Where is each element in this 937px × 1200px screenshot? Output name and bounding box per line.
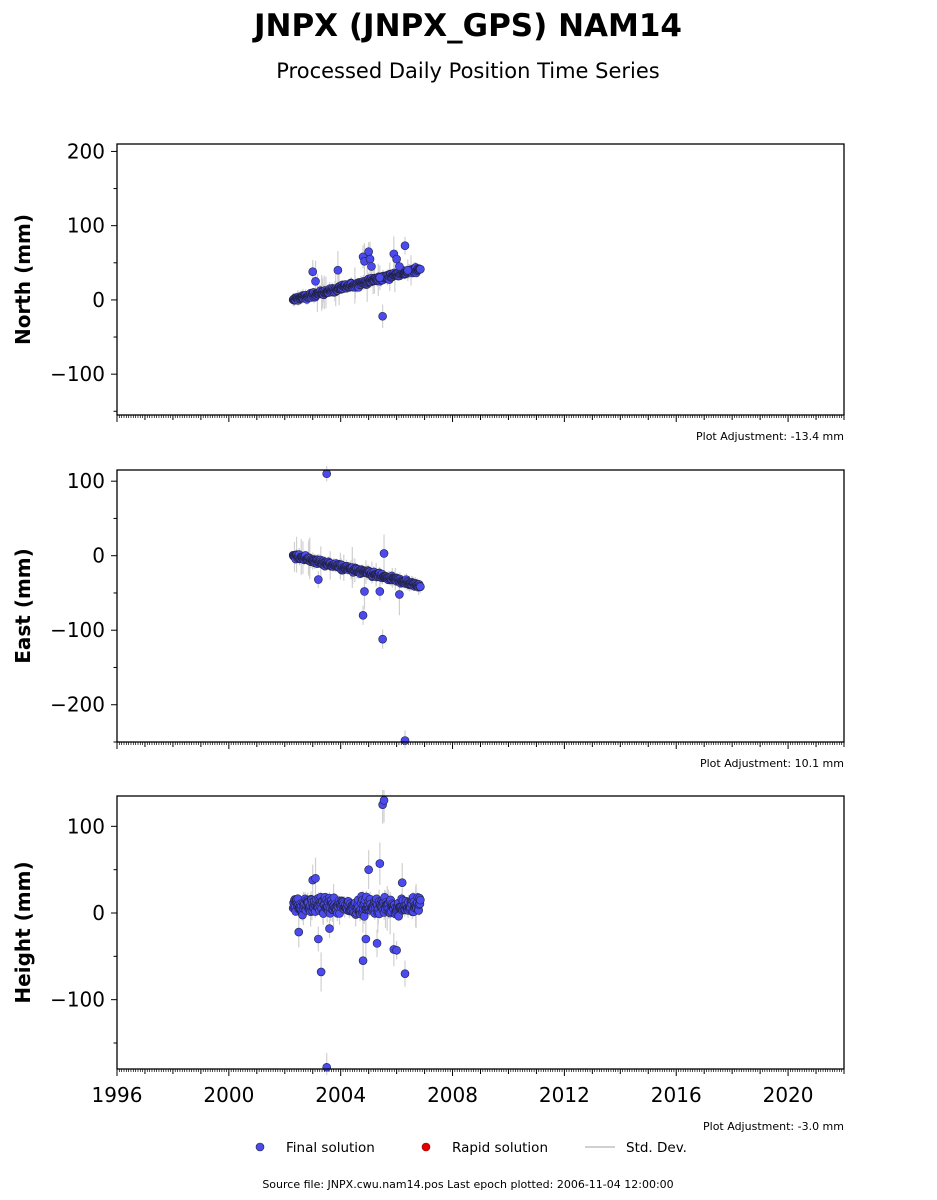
height-ytick-label: −100 [50, 988, 105, 1012]
height-data [288, 790, 425, 1075]
height-data-point [311, 874, 320, 883]
east-data-point [379, 549, 389, 558]
height-ytick-label: 100 [67, 814, 105, 838]
east-data [288, 466, 425, 748]
legend-rapid-label: Rapid solution [452, 1140, 548, 1156]
north-ytick-label: 0 [92, 288, 105, 312]
height-panel: −100 0 100 1996 2000 2004 2008 2012 2016 2020 Heig… [11, 790, 845, 1133]
east-data-point [395, 590, 404, 599]
north-data-point [365, 254, 375, 264]
height-data-point [392, 945, 401, 955]
north-plot-adjustment: Plot Adjustment: -13.4 mm [696, 430, 844, 443]
east-ytick-label: −100 [50, 618, 105, 642]
height-xtick-label: 2012 [539, 1083, 590, 1107]
east-data-point [416, 582, 425, 591]
legend-rapid-marker [421, 1142, 431, 1152]
legend: Final solution Rapid solution Std. Dev. [255, 1140, 687, 1156]
east-axis-label: East (mm) [11, 548, 35, 664]
height-xtick-label: 2000 [203, 1083, 254, 1107]
height-data-point [375, 859, 385, 868]
north-data-point [367, 262, 376, 271]
chart-subtitle: Processed Daily Position Time Series [276, 59, 660, 83]
north-data-point [311, 277, 320, 286]
east-plot-adjustment: Plot Adjustment: 10.1 mm [700, 757, 844, 770]
north-data-point [308, 267, 318, 277]
height-xtick-label: 2008 [427, 1083, 478, 1107]
height-data-point [325, 924, 334, 933]
east-data-point [322, 469, 332, 479]
legend-stddev-label: Std. Dev. [626, 1140, 687, 1156]
east-data-point [378, 634, 387, 644]
height-data-point [358, 956, 368, 965]
height-plot-frame [116, 795, 845, 1070]
height-data-point [397, 878, 407, 887]
height-data-point [316, 967, 326, 977]
north-data-point [333, 265, 343, 275]
east-data-point [360, 587, 369, 596]
legend-final-marker [255, 1142, 265, 1152]
height-xtick-label: 1996 [92, 1083, 143, 1107]
height-plot-adjustment: Plot Adjustment: -3.0 mm [703, 1120, 844, 1133]
footer-source-text: Source file: JNPX.cwu.nam14.pos Last epo… [262, 1178, 673, 1191]
north-ytick-label: −100 [50, 362, 105, 386]
north-axis-label: North (mm) [11, 214, 35, 345]
north-data [288, 236, 425, 328]
north-plot-frame [116, 143, 845, 416]
east-data-point [314, 575, 323, 584]
height-xtick-label: 2016 [651, 1083, 702, 1107]
north-ytick-label: 100 [67, 214, 105, 238]
east-data-point [358, 611, 368, 620]
height-data-point [322, 1062, 332, 1072]
north-data-point [378, 311, 387, 321]
north-ytick-label: 200 [67, 139, 105, 163]
east-ytick-label: 0 [92, 544, 105, 568]
east-data-point [375, 587, 385, 596]
height-data-point [314, 934, 323, 944]
north-panel: −100 0 100 200 North (mm) Plot Adjustment: -1… [11, 139, 845, 443]
north-data-point [395, 262, 404, 271]
north-data-point [400, 241, 410, 251]
height-data-point [379, 796, 389, 805]
east-ytick-label: 100 [67, 469, 105, 493]
height-data-point [400, 969, 410, 978]
north-data-point [364, 247, 373, 256]
north-data-point [416, 264, 425, 274]
height-data-point [364, 865, 373, 874]
east-ytick-label: −200 [50, 693, 105, 717]
east-data-point [400, 736, 410, 745]
east-plot-frame [116, 469, 845, 743]
legend-final-label: Final solution [286, 1140, 375, 1156]
height-xtick-label: 2004 [315, 1083, 366, 1107]
height-data-point [361, 934, 371, 944]
north-data-point [392, 254, 401, 264]
height-ytick-label: 0 [92, 901, 105, 925]
height-data-point [372, 939, 382, 948]
north-data-point [403, 265, 413, 275]
height-data-point [294, 927, 304, 937]
height-xtick-label: 2020 [763, 1083, 814, 1107]
north-data-point [375, 273, 385, 282]
east-panel: −200 −100 0 100 East (mm) Plot Adjustment: 10… [11, 466, 845, 770]
height-data-point [394, 911, 403, 921]
height-axis-label: Height (mm) [11, 861, 35, 1003]
height-data-point [416, 895, 425, 905]
chart-title: JNPX (JNPX_GPS) NAM14 [252, 8, 682, 44]
